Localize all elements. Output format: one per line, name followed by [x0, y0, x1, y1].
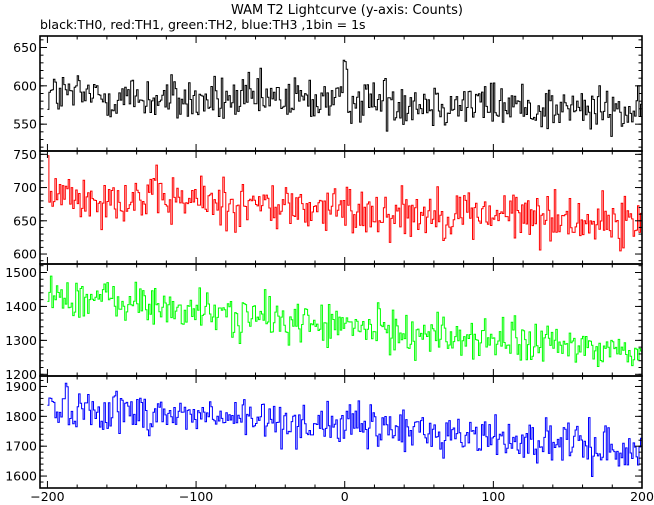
- panel-frame: [39, 150, 643, 265]
- panel-th2: 1200 1300 1400 1500: [5, 263, 643, 382]
- x-tick-label: 200: [630, 489, 654, 504]
- y-tick-label: 600: [13, 247, 37, 262]
- y-tick-label: 650: [13, 40, 37, 55]
- y-tick-label: 750: [13, 147, 37, 162]
- figure-title: WAM T2 Lightcurve (y-axis: Counts): [231, 3, 463, 18]
- y-tick-label: 550: [13, 117, 37, 132]
- series-line-th0: [47, 59, 642, 137]
- y-tick-label: 600: [13, 78, 37, 93]
- y-tick-label: 1600: [5, 469, 37, 484]
- y-tick-label: 1900: [5, 379, 37, 394]
- y-tick-label: 1700: [5, 439, 37, 454]
- y-tick-label: 1300: [5, 333, 37, 348]
- figure-subtitle: black:TH0, red:TH1, green:TH2, blue:TH3 …: [40, 17, 366, 32]
- y-tick-label: 700: [13, 180, 37, 195]
- y-tick-label: 1200: [5, 367, 37, 382]
- panels: 550 600 650 600 650 700 750 1200 1300 1400 1500 160…: [5, 35, 643, 489]
- x-tick-label: 0: [341, 489, 349, 504]
- panel-th1: 600 650 700 750: [13, 147, 643, 265]
- x-tick-label: −200: [30, 489, 64, 504]
- y-tick-label: 650: [13, 213, 37, 228]
- x-axis: −200 −100 0 100 200: [30, 489, 654, 504]
- y-tick-label: 1400: [5, 299, 37, 314]
- y-tick-label: 1800: [5, 409, 37, 424]
- panel-frame: [39, 375, 643, 489]
- x-tick-label: −100: [179, 489, 213, 504]
- panel-th3: 1600 1700 1800 1900: [5, 375, 643, 489]
- y-tick-label: 1500: [5, 265, 37, 280]
- series-line-th2: [47, 275, 642, 367]
- panel-th0: 550 600 650: [13, 35, 643, 152]
- x-tick-label: 100: [481, 489, 505, 504]
- series-line-th3: [47, 382, 642, 477]
- series-line-th1: [47, 155, 642, 252]
- panel-frame: [39, 263, 643, 377]
